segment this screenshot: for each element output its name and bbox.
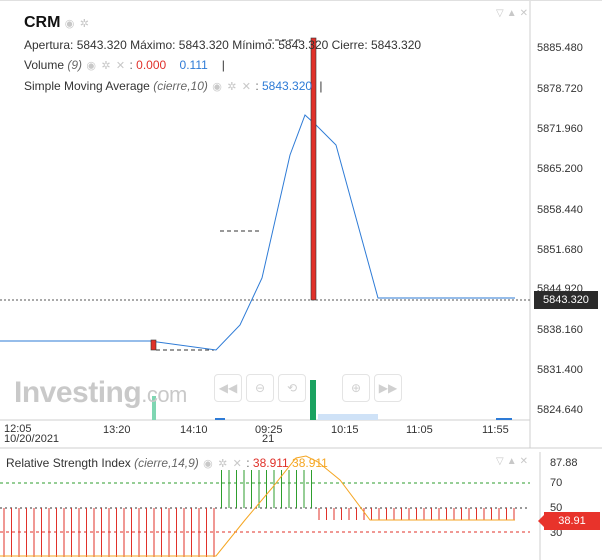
- volume-bar: [310, 380, 316, 420]
- rewind-button[interactable]: ◀◀: [214, 374, 242, 402]
- price-tick: 5865.200: [537, 163, 583, 175]
- volume-bar: [152, 396, 156, 420]
- time-tick: 11:05: [406, 424, 433, 436]
- time-tick: 09:25: [255, 424, 283, 436]
- lock-icon[interactable]: ▲: [506, 8, 520, 19]
- volume-bar: [215, 418, 225, 420]
- legend-sma-row: Simple Moving Average (cierre,10) ◉ ✲ ✕ …: [24, 79, 323, 93]
- time-tick: 12:05: [4, 423, 32, 435]
- price-tick: 5885.480: [537, 42, 583, 54]
- reset-button[interactable]: ⟲: [278, 374, 306, 402]
- forward-button[interactable]: ▶▶: [374, 374, 402, 402]
- price-tick: 5831.400: [537, 364, 583, 376]
- zoom-in-button[interactable]: ⊕: [342, 374, 370, 402]
- legend-volume-row: Volume (9) ◉ ✲ ✕ : 0.000 0.111 |: [24, 58, 225, 72]
- sma-value: 5843.320: [262, 79, 313, 93]
- main-pane-controls[interactable]: ▽▲✕: [496, 8, 531, 19]
- separator: |: [215, 58, 225, 72]
- eye-icon[interactable]: ◉: [86, 60, 96, 72]
- rewind-icon: ◀◀: [218, 381, 238, 395]
- high-label: Máximo:: [130, 38, 176, 52]
- volume-param: (9): [67, 58, 83, 72]
- low-label: Mínimo:: [232, 38, 275, 52]
- close-icon[interactable]: ✕: [232, 458, 242, 470]
- close-icon[interactable]: ✕: [115, 60, 126, 72]
- legend-ohlc-row: Apertura: 5843.320 Máximo: 5843.320 Míni…: [24, 38, 421, 52]
- rsi-tick: 87.88: [550, 457, 578, 469]
- close-value: 5843.320: [371, 38, 422, 52]
- time-tick: 11:55: [482, 424, 509, 436]
- zoom-out-icon: ⊖: [254, 381, 266, 395]
- open-value: 5843.320: [76, 38, 127, 52]
- candle-small: [150, 339, 157, 351]
- lock-icon[interactable]: ▲: [506, 456, 520, 467]
- candle-large: [310, 37, 317, 301]
- gear-icon[interactable]: ✲: [218, 458, 228, 470]
- price-tick: 5871.960: [537, 123, 583, 135]
- close-label: Cierre:: [331, 38, 368, 52]
- date-label: 10/20/2021: [4, 433, 60, 445]
- sma-label: Simple Moving Average: [24, 79, 150, 93]
- rsi-histogram: [3, 470, 515, 557]
- volume-value-1: 0.000: [136, 58, 167, 72]
- price-tick: 5878.720: [537, 83, 583, 95]
- price-tick: 5824.640: [537, 404, 583, 416]
- rsi-value-2: 38.911: [292, 456, 328, 470]
- sma-line: [0, 114, 515, 351]
- eye-icon[interactable]: ◉: [64, 18, 75, 30]
- chevron-down-icon[interactable]: ▽: [496, 456, 507, 467]
- rsi-line: [0, 455, 515, 557]
- current-price-flag: 5843.320: [534, 291, 598, 309]
- date-label: 21: [262, 433, 275, 445]
- low-value: 5843.320: [278, 38, 329, 52]
- volume-label: Volume: [24, 58, 65, 72]
- price-tick: 5858.440: [537, 204, 583, 216]
- rsi-tick: 30: [550, 527, 563, 539]
- time-tick: 13:20: [103, 424, 131, 436]
- volume-value-2: 0.111: [179, 58, 208, 72]
- rsi-legend: Relative Strength Index (cierre,14,9) ◉ …: [6, 456, 328, 470]
- chevron-down-icon[interactable]: ▽: [496, 8, 507, 19]
- symbol-title: CRM: [24, 14, 61, 31]
- gear-icon[interactable]: ✲: [79, 18, 89, 30]
- forward-icon: ▶▶: [378, 381, 398, 395]
- time-tick: 10:15: [331, 424, 359, 436]
- sma-param: (cierre,10): [153, 79, 208, 93]
- close-icon[interactable]: ✕: [241, 81, 251, 93]
- close-icon[interactable]: ✕: [519, 8, 531, 19]
- watermark-logo: Investing.com: [14, 376, 187, 410]
- rsi-value-1: 38.911: [252, 456, 289, 470]
- gear-icon[interactable]: ✲: [101, 60, 111, 72]
- rsi-pane-controls[interactable]: ▽▲✕: [496, 456, 531, 467]
- volume-bar: [318, 414, 378, 420]
- high-value: 5843.320: [178, 38, 229, 52]
- rsi-label: Relative Strength Index: [6, 456, 131, 470]
- rsi-param: (cierre,14,9): [134, 456, 199, 470]
- legend-symbol-row: CRM ◉ ✲: [24, 14, 90, 32]
- rsi-tick: 70: [550, 477, 563, 489]
- eye-icon[interactable]: ◉: [212, 81, 222, 93]
- watermark-brand: Investing: [14, 376, 142, 409]
- close-icon[interactable]: ✕: [519, 456, 531, 467]
- gear-icon[interactable]: ✲: [227, 81, 237, 93]
- zoom-out-button[interactable]: ⊖: [246, 374, 274, 402]
- volume-bar: [496, 418, 512, 420]
- eye-icon[interactable]: ◉: [203, 458, 213, 470]
- open-label: Apertura:: [24, 38, 74, 52]
- rsi-tick: 50: [550, 502, 563, 514]
- price-tick: 5838.160: [537, 324, 583, 336]
- price-tick: 5851.680: [537, 244, 583, 256]
- time-tick: 14:10: [180, 424, 208, 436]
- zoom-in-icon: ⊕: [350, 381, 362, 395]
- watermark-suffix: .com: [141, 382, 187, 407]
- separator: |: [319, 79, 323, 93]
- reset-icon: ⟲: [286, 381, 298, 395]
- rsi-current-flag: 38.91: [538, 512, 600, 530]
